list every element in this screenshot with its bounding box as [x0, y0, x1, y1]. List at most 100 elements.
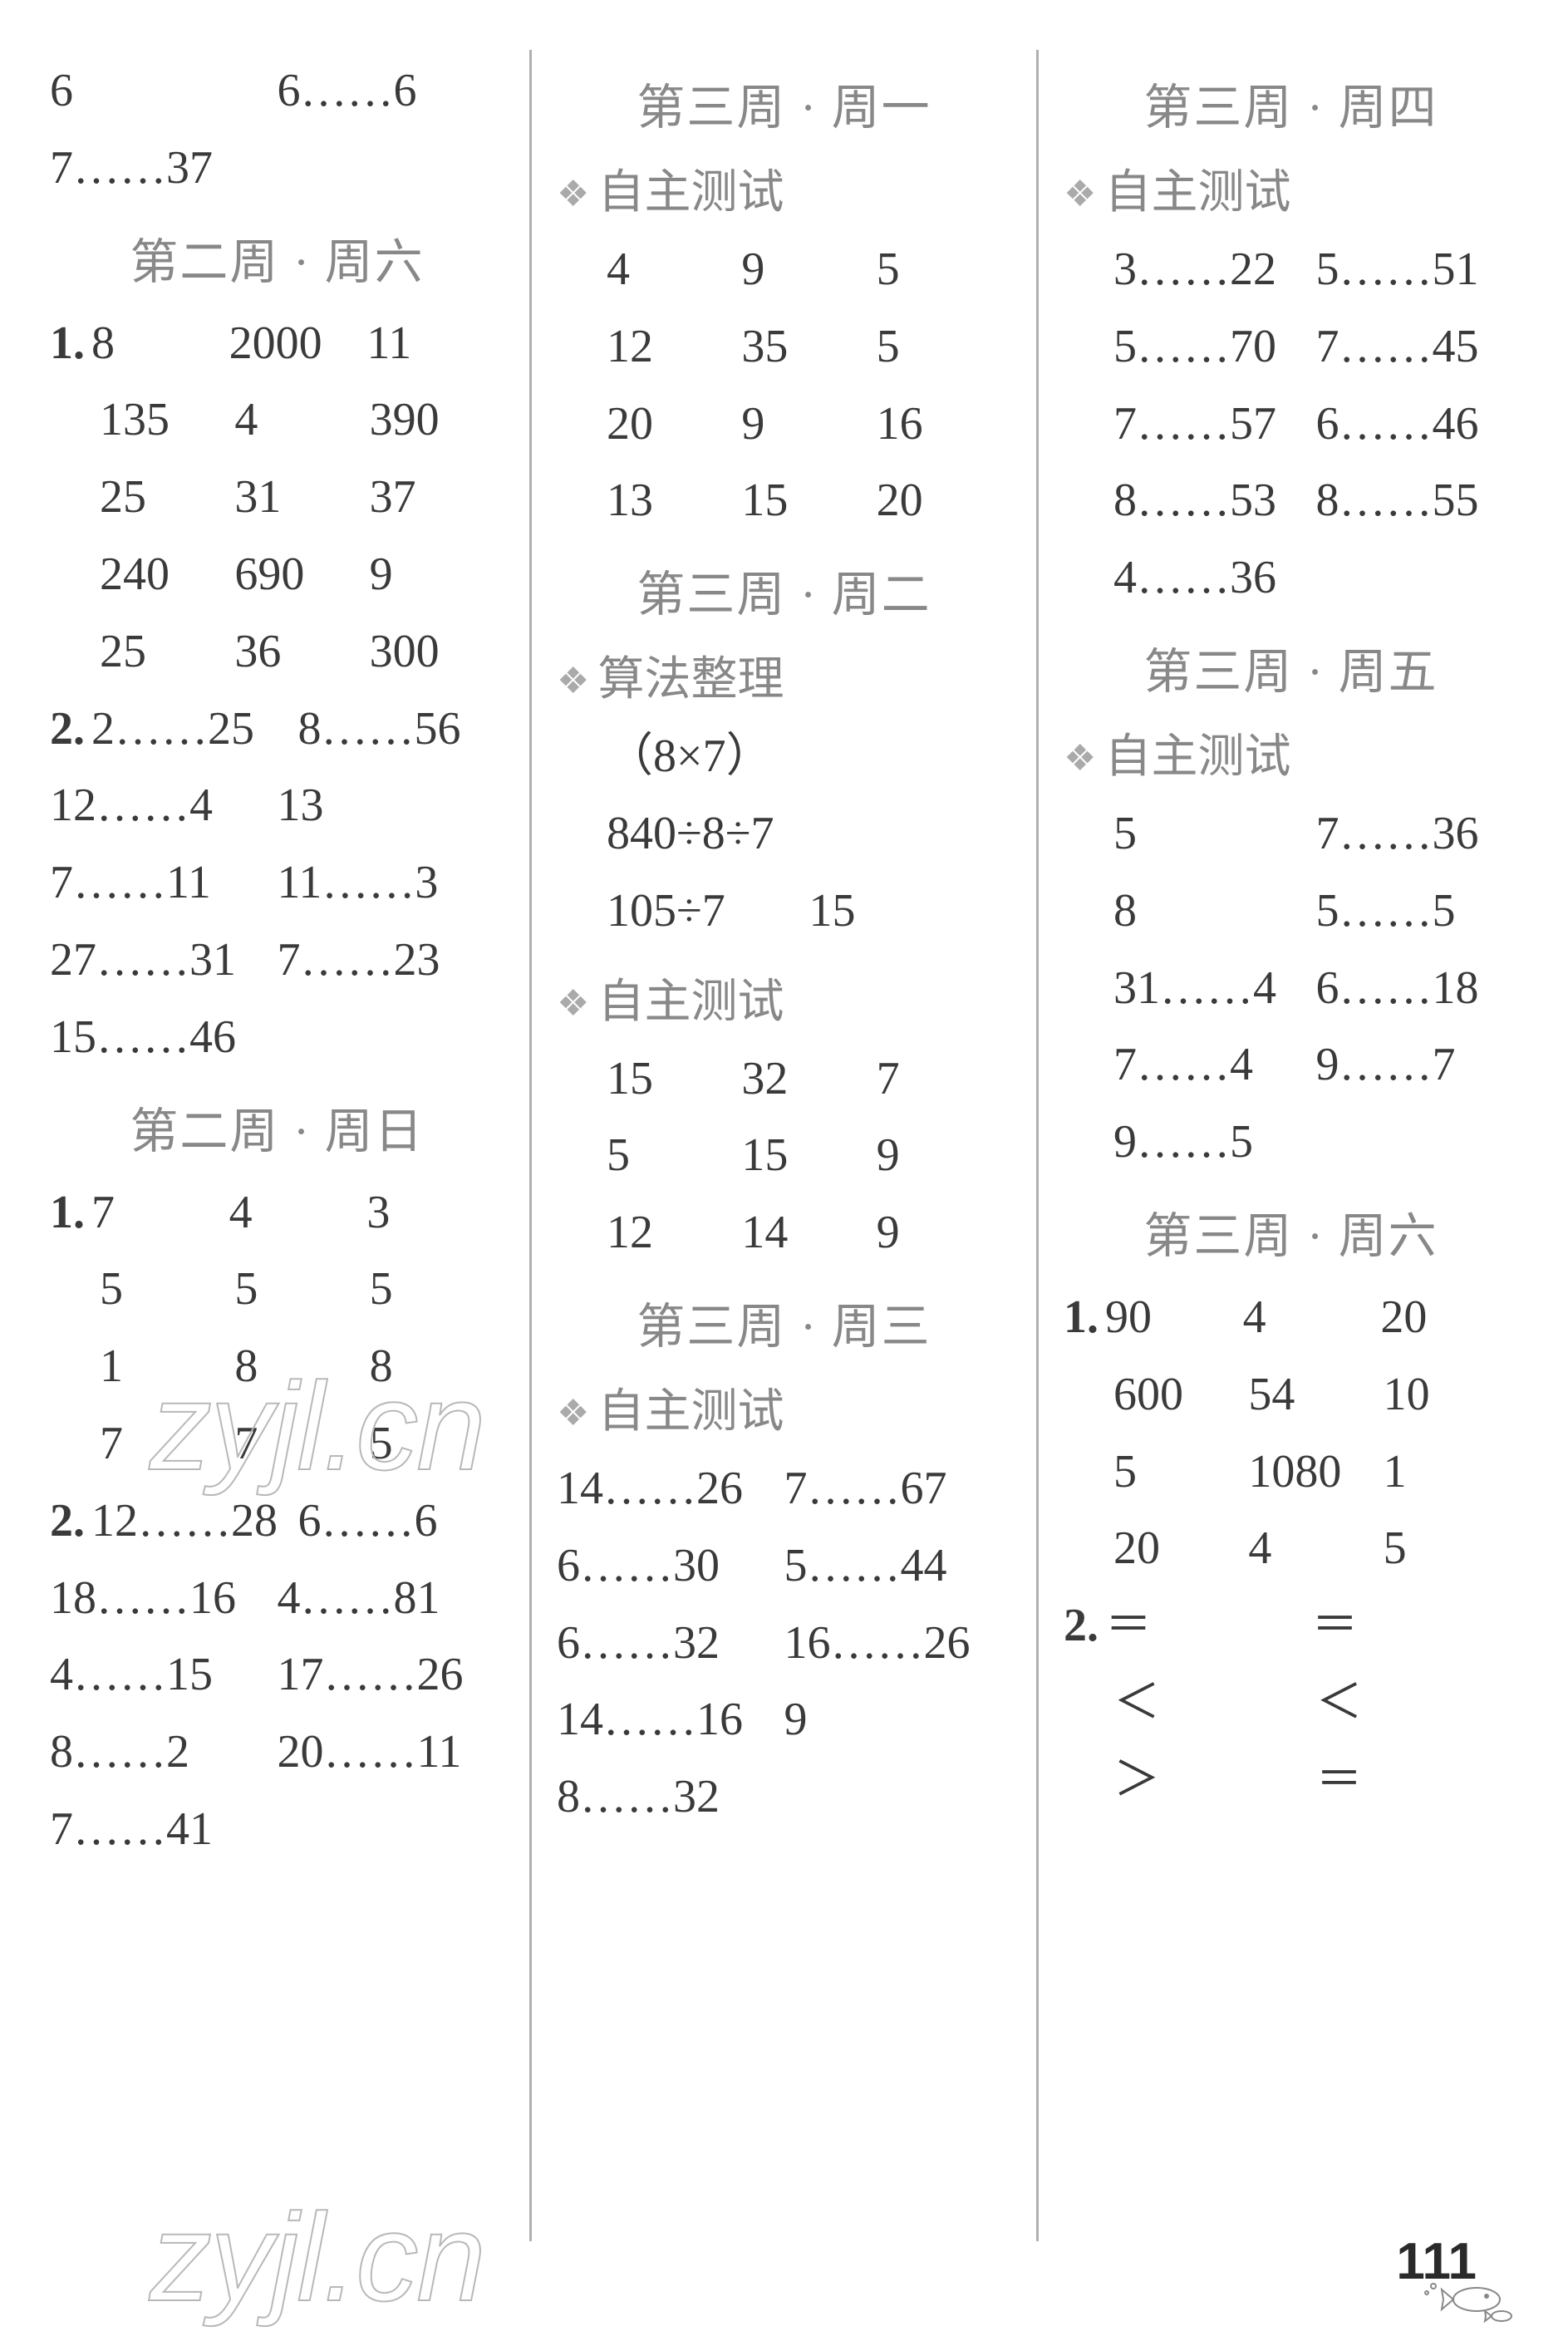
cell: 20 — [607, 388, 741, 460]
cell: 20……11 — [278, 1716, 505, 1788]
cell: 6……30 — [557, 1530, 784, 1602]
data-row: 6005410 — [1064, 1359, 1518, 1431]
data-row: 8……32 — [557, 1761, 1011, 1833]
cell: 3……22 — [1113, 234, 1316, 306]
data-row: ＞＝ — [1064, 1744, 1518, 1817]
cell: 7……37 — [50, 132, 278, 204]
cell: 1080 — [1248, 1436, 1383, 1508]
cell: 135 — [100, 384, 234, 456]
cell: 5 — [1113, 1436, 1248, 1508]
cell: （8×7） — [607, 720, 1011, 793]
cell: 8……32 — [557, 1761, 784, 1833]
cell: 5 — [1384, 1512, 1518, 1585]
cell: 20 — [1113, 1512, 1248, 1585]
cell: 8 — [234, 1330, 369, 1403]
data-row: 4……1517……26 — [50, 1639, 504, 1711]
cell: 27……31 — [50, 924, 278, 996]
sub-heading: 自主测试 — [557, 155, 1011, 222]
cell: 5……51 — [1316, 234, 1519, 306]
cell: 5 — [370, 1408, 504, 1480]
cell: 20 — [877, 465, 1011, 537]
cell: 18……16 — [50, 1562, 278, 1635]
cell — [278, 1001, 505, 1074]
data-row: 4……36 — [1064, 542, 1518, 614]
data-row: 66……6 — [50, 55, 504, 127]
cell: 15 — [741, 1119, 876, 1192]
cell: 7……45 — [1316, 311, 1519, 383]
data-row: （8×7） — [557, 720, 1011, 793]
cell: 6 — [50, 55, 278, 127]
data-row: 15……46 — [50, 1001, 504, 1074]
cell: ＞ — [1113, 1744, 1316, 1817]
cell: 11 — [366, 307, 504, 380]
cell: 12 — [607, 1197, 741, 1269]
cell: 37 — [370, 461, 504, 534]
cell: 4……81 — [278, 1562, 505, 1635]
cell: ＜ — [1316, 1667, 1519, 1739]
cell: 13 — [278, 770, 505, 842]
data-row: 775 — [50, 1408, 504, 1480]
cell: 31 — [234, 461, 369, 534]
cell: 25 — [100, 461, 234, 534]
data-row: 495 — [557, 234, 1011, 306]
cell: 13 — [607, 465, 741, 537]
cell: 390 — [370, 384, 504, 456]
data-row: 2.＝＝ — [1064, 1590, 1518, 1662]
cell: 5 — [877, 234, 1011, 306]
sub-heading: 自主测试 — [557, 964, 1011, 1031]
item-label: 1. — [50, 1177, 85, 1249]
cell: 15 — [607, 1043, 741, 1115]
cell: 4 — [1248, 1512, 1383, 1585]
data-row: 8……538……55 — [1064, 465, 1518, 537]
data-row: 7……37 — [50, 132, 504, 204]
data-row: 2.2……258……56 — [50, 693, 504, 765]
data-row: 12355 — [557, 311, 1011, 383]
cell: 54 — [1248, 1359, 1383, 1431]
data-row: 7……49……7 — [1064, 1029, 1518, 1101]
cell: 7……4 — [1113, 1029, 1316, 1101]
cell: 5 — [877, 311, 1011, 383]
column-1: 66……67……37第二周 · 周六1.82000111354390253137… — [25, 50, 529, 2241]
cell: 20 — [1380, 1281, 1518, 1354]
cell: 1 — [1384, 1436, 1518, 1508]
cell: ＜ — [1113, 1667, 1316, 1739]
sub-heading: 算法整理 — [557, 642, 1011, 709]
section-heading: 第三周 · 周五 — [1064, 632, 1518, 702]
cell: 4 — [1243, 1281, 1381, 1354]
cell: 2000 — [229, 307, 367, 380]
sub-heading: 自主测试 — [557, 1374, 1011, 1441]
cell: 6……32 — [557, 1607, 784, 1680]
data-row: 27……317……23 — [50, 924, 504, 996]
data-row: 2045 — [1064, 1512, 1518, 1585]
cell: 16……26 — [784, 1607, 1012, 1680]
cell: 8……2 — [50, 1716, 278, 1788]
cell: 6……6 — [298, 1485, 505, 1557]
cell: 9 — [370, 539, 504, 611]
item-label: 1. — [1064, 1281, 1099, 1354]
cell: 36 — [234, 616, 369, 688]
cell: 240 — [100, 539, 234, 611]
data-row: 840÷8÷7 — [557, 798, 1011, 870]
cell: 5 — [100, 1253, 234, 1325]
section-heading: 第二周 · 周日 — [50, 1092, 504, 1162]
data-row: 57……36 — [1064, 798, 1518, 870]
data-row: 18……164……81 — [50, 1562, 504, 1635]
cell: 9 — [784, 1684, 1012, 1756]
data-row: 9……5 — [1064, 1106, 1518, 1178]
data-row: 188 — [50, 1330, 504, 1403]
data-row: 131520 — [557, 465, 1011, 537]
item-label: 2. — [1064, 1590, 1099, 1662]
column-3: 第三周 · 周四自主测试3……225……515……707……457……576……… — [1036, 50, 1543, 2241]
data-row: 12149 — [557, 1197, 1011, 1269]
cell: 7……57 — [1113, 388, 1316, 460]
cell: 8 — [370, 1330, 504, 1403]
data-row: 31……46……18 — [1064, 952, 1518, 1025]
cell — [278, 1793, 505, 1866]
cell: 8 — [91, 307, 229, 380]
sub-heading: 自主测试 — [1064, 719, 1518, 786]
data-row: 2.12……286……6 — [50, 1485, 504, 1557]
cell: 7……41 — [50, 1793, 278, 1866]
cell: 15 — [809, 875, 1012, 947]
data-row: 1.90420 — [1064, 1281, 1518, 1354]
cell: 14……16 — [557, 1684, 784, 1756]
